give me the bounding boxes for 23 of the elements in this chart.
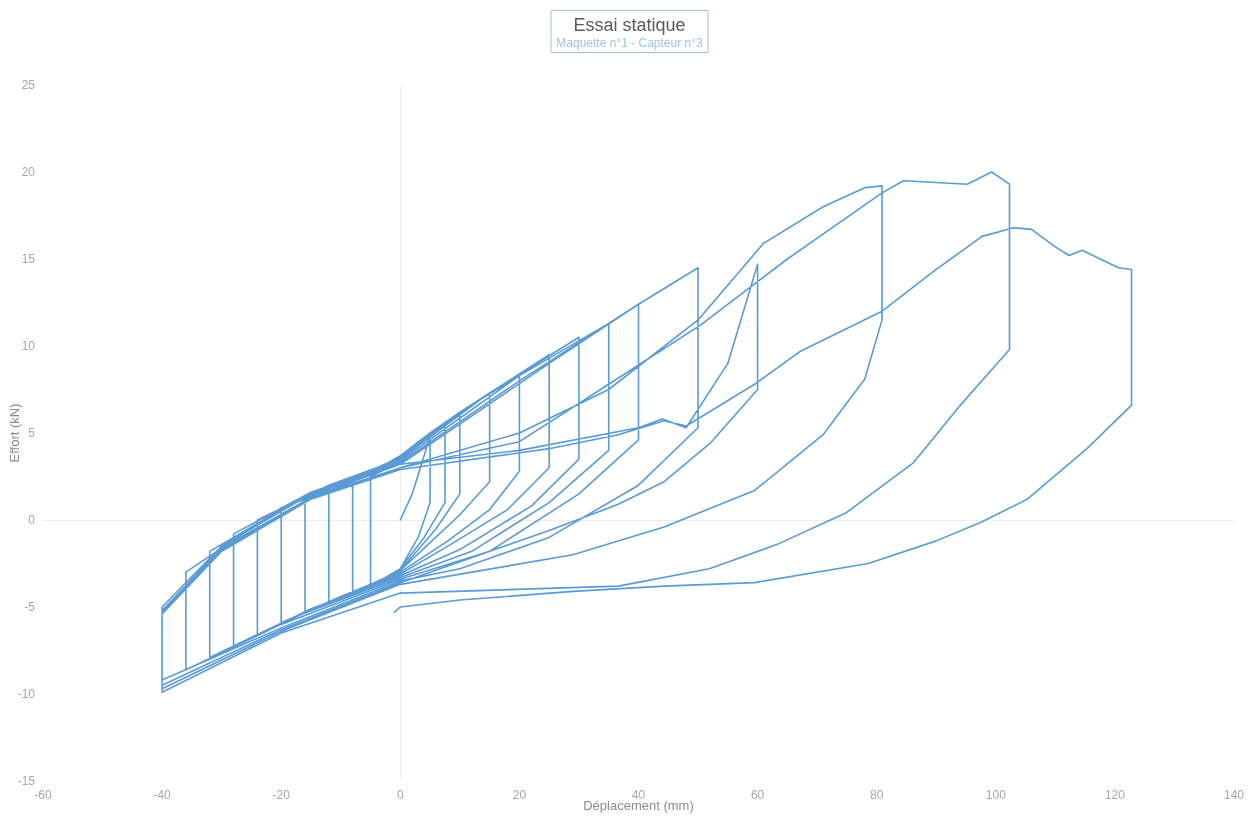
y-tick-label: 10 (21, 339, 36, 353)
x-tick-label: 100 (985, 788, 1007, 802)
x-tick-label: 120 (1104, 788, 1126, 802)
x-tick-label: 140 (1223, 788, 1245, 802)
line-series (161, 171, 1133, 694)
x-tick-label: -40 (153, 788, 172, 802)
x-tick-label: 0 (396, 788, 404, 802)
y-tick-label: -5 (24, 600, 36, 614)
x-tick-label: 20 (512, 788, 527, 802)
y-tick-label: -10 (17, 687, 36, 701)
x-tick-label: 80 (870, 788, 884, 802)
y-tick-label: 5 (28, 426, 36, 440)
y-tick-label: 0 (28, 513, 36, 527)
x-tick-label: -20 (272, 788, 291, 802)
y-tick-label: 20 (21, 165, 36, 179)
chart-subtitle: Maquette n°1 - Capteur n°3 (556, 36, 703, 50)
y-axis-title: Effort (kN) (7, 403, 22, 463)
x-tick-label: 60 (750, 788, 765, 802)
y-tick-label: 15 (21, 252, 36, 266)
y-tick-label: -15 (17, 774, 36, 788)
x-tick-label: -60 (34, 788, 52, 802)
y-tick-label: 25 (21, 78, 36, 92)
chart-title: Essai statique (573, 15, 686, 35)
